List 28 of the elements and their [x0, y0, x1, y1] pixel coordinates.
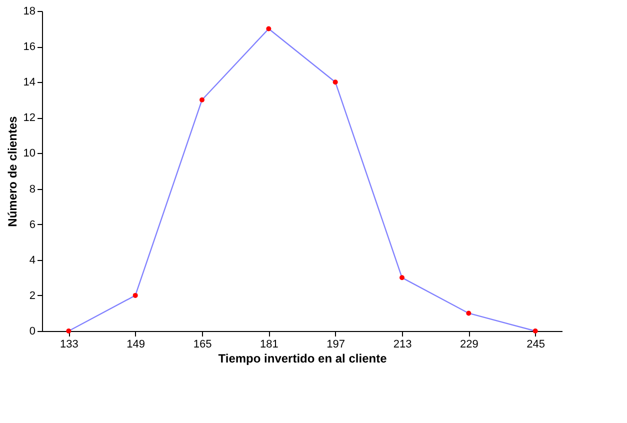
y-tick-label: 10 [23, 148, 36, 160]
point [466, 310, 472, 316]
y-tick-label: 6 [29, 218, 36, 231]
x-tick-label: 165 [193, 338, 212, 350]
y-tick-label: 14 [23, 76, 36, 89]
y-axis-title: Número de clientes [5, 116, 20, 227]
y-tick-label: 12 [23, 112, 36, 124]
point [66, 328, 72, 334]
point [266, 26, 272, 32]
y-tick-label: 8 [29, 183, 36, 196]
x-tick-label: 149 [126, 338, 146, 350]
y-tick-label: 18 [23, 6, 36, 18]
point [132, 292, 138, 298]
x-tick-label: 181 [260, 338, 278, 350]
x-tick-label: 133 [60, 338, 78, 350]
x-tick-label: 197 [326, 338, 346, 350]
point [200, 97, 204, 102]
y-tick-label: 4 [29, 254, 36, 266]
y-tick-label: 2 [29, 290, 36, 302]
x-tick-label: 229 [460, 338, 478, 350]
x-axis-title: Tiempo invertido en al cliente [218, 352, 388, 366]
y-tick-label: 0 [29, 326, 36, 338]
point [332, 80, 338, 85]
point [532, 328, 538, 334]
x-tick-label: 245 [526, 338, 546, 350]
x-tick-label: 213 [393, 338, 412, 350]
y-tick-label: 16 [23, 41, 36, 54]
point [400, 275, 404, 280]
